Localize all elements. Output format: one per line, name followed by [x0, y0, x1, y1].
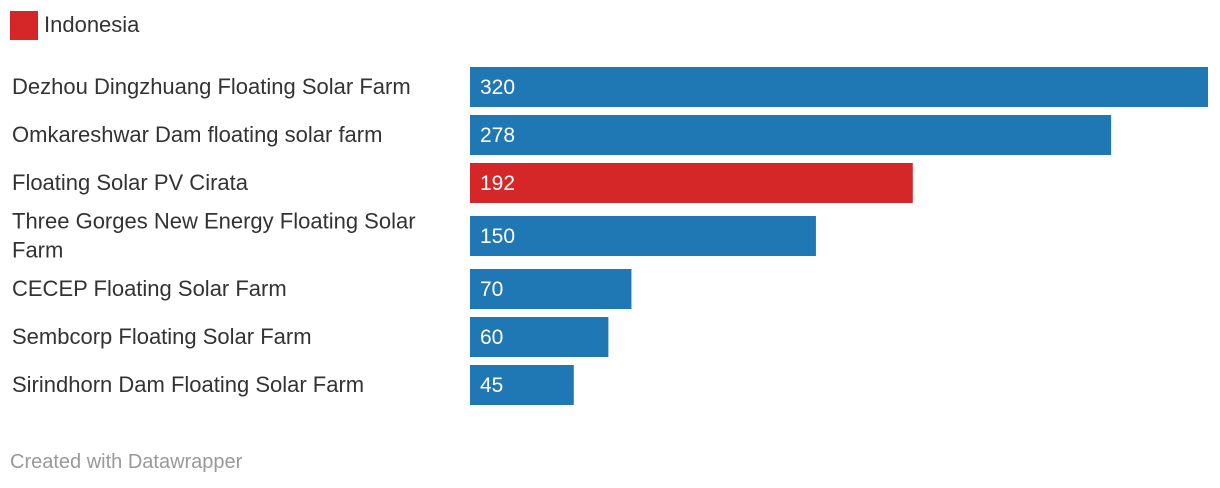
- bar: [470, 269, 632, 309]
- category-label: CECEP Floating Solar Farm: [12, 276, 287, 301]
- category-label: Dezhou Dingzhuang Floating Solar Farm: [12, 74, 411, 99]
- bar-value-label: 278: [480, 124, 515, 147]
- bar-value-label: 45: [480, 374, 503, 397]
- bar: [470, 365, 574, 405]
- bar: [470, 163, 913, 203]
- bar-value-label: 70: [480, 278, 503, 301]
- bar-value-label: 150: [480, 225, 515, 248]
- category-label: Omkareshwar Dam floating solar farm: [12, 122, 382, 147]
- legend-swatch: [10, 10, 38, 40]
- bar-value-label: 60: [480, 326, 503, 349]
- category-label: Floating Solar PV Cirata: [12, 170, 249, 195]
- category-label: Sembcorp Floating Solar Farm: [12, 324, 312, 349]
- bar-chart: Dezhou Dingzhuang Floating Solar Farm 320…: [12, 67, 1208, 405]
- legend-label: Indonesia: [44, 12, 140, 37]
- bar-value-label: 192: [480, 172, 515, 195]
- category-label: Sirindhorn Dam Floating Solar Farm: [12, 372, 364, 397]
- bar: [470, 317, 609, 357]
- bar: [470, 115, 1112, 155]
- legend: Indonesia: [10, 10, 139, 40]
- bar: [470, 67, 1208, 107]
- footer-credit: Created with Datawrapper: [10, 451, 243, 473]
- bar-value-label: 320: [480, 76, 515, 99]
- bar: [470, 216, 816, 256]
- category-label: Three Gorges New Energy Floating Solar Fa…: [12, 209, 416, 263]
